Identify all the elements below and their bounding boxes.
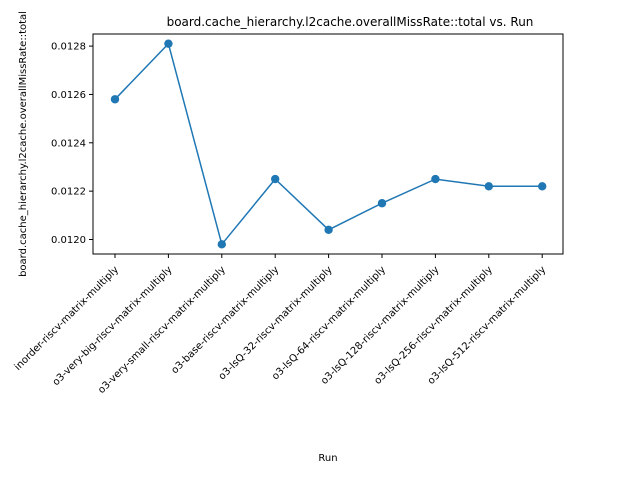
data-point: [484, 182, 493, 191]
chart-title: board.cache_hierarchy.l2cache.overallMis…: [167, 15, 534, 29]
x-tick-label: o3-very-big-riscv-matrix-multiply: [51, 264, 175, 388]
y-tick-label: 0.0120: [51, 235, 86, 246]
series-line: [114, 42, 543, 246]
data-point: [431, 174, 440, 184]
y-tick-label: 0.0126: [51, 90, 86, 101]
plot-area-frame: [92, 33, 564, 255]
data-point: [538, 182, 547, 191]
data-point: [377, 199, 387, 208]
x-axis: inorder-riscv-matrix-multiplyo3-very-big…: [13, 254, 549, 396]
data-point: [324, 225, 333, 235]
x-tick-label: o3-lsQ-32-riscv-matrix-multiply: [217, 264, 335, 382]
x-axis-title: Run: [318, 453, 337, 464]
series-points: [110, 39, 547, 249]
data-point: [110, 95, 120, 104]
x-tick-label: o3-lsQ-256-riscv-matrix-multiply: [372, 264, 495, 387]
data-point: [164, 39, 173, 48]
x-tick-label: o3-lsQ-512-riscv-matrix-multiply: [426, 264, 549, 387]
y-axis-title: board.cache_hierarchy.l2cache.overallMis…: [18, 11, 29, 277]
data-point: [271, 174, 280, 184]
data-point: [217, 240, 226, 249]
y-axis: 0.0120 0.0122 0.0124 0.0126 0.0128: [51, 42, 93, 246]
x-tick-label: inorder-riscv-matrix-multiply: [13, 264, 122, 373]
y-tick-label: 0.0124: [51, 138, 86, 149]
y-tick-label: 0.0128: [51, 42, 86, 53]
x-tick-label: o3-base-riscv-matrix-multiply: [169, 264, 281, 376]
x-tick-label: o3-lsQ-64-riscv-matrix-multiply: [270, 264, 388, 382]
y-tick-label: 0.0122: [51, 187, 86, 198]
x-tick-label: o3-lsQ-128-riscv-matrix-multiply: [319, 264, 442, 387]
